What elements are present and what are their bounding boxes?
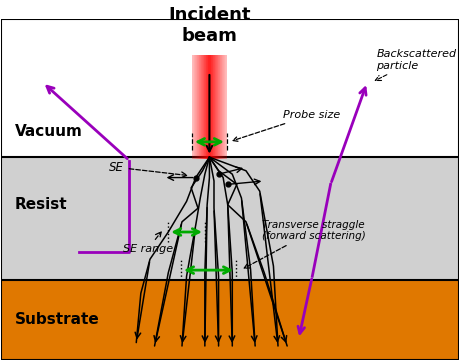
Text: SE range: SE range: [123, 232, 173, 255]
Text: Vacuum: Vacuum: [15, 124, 83, 139]
Text: Backscattered
particle: Backscattered particle: [375, 49, 456, 81]
Text: Resist: Resist: [15, 197, 68, 212]
Text: Incident
beam: Incident beam: [168, 6, 251, 45]
Text: Probe size: Probe size: [233, 110, 340, 141]
Text: Transverse straggle
(forward scattering): Transverse straggle (forward scattering): [244, 220, 366, 268]
Bar: [1, 280, 459, 360]
Bar: [1, 19, 459, 157]
Bar: [1, 157, 459, 280]
Text: Substrate: Substrate: [15, 312, 100, 327]
Text: SE: SE: [109, 161, 187, 178]
